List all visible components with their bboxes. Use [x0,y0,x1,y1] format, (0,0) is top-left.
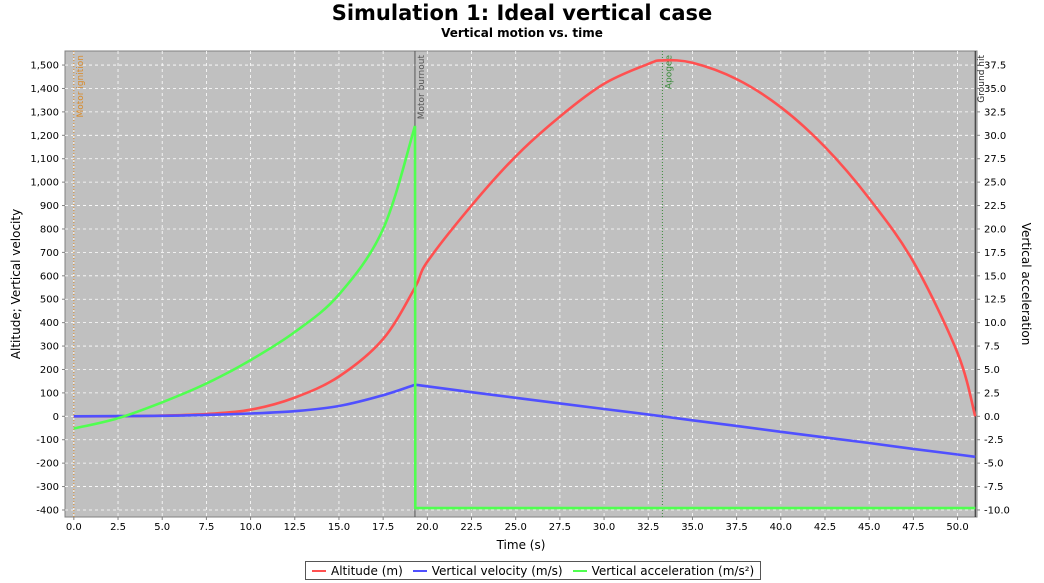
x-axis-label: Time (s) [496,538,546,552]
x-tick-label: 12.5 [284,522,306,533]
legend-swatch [312,569,326,572]
y-right-tick-label: 5.0 [984,365,1000,376]
y-right-tick-label: -10.0 [984,505,1010,516]
axes: 0.0 2.5 5.0 7.5 10.0 12.5 15.0 17.5 20.0 22.5 25.0… [30,61,1010,533]
y-left-tick-label: 1,400 [30,84,59,95]
x-tick-label: 15.0 [328,522,350,533]
y-right-tick-label: 7.5 [984,342,1000,353]
y-right-tick-label: 35.0 [984,84,1006,95]
x-tick-label: 5.0 [154,522,170,533]
chart-legend: Altitude (m) Vertical velocity (m/s) Verti… [305,561,762,580]
y-left-tick-label: 1,500 [30,61,59,72]
legend-item: Altitude (m) [312,564,403,578]
y-left-tick-label: 100 [40,388,59,399]
y-right-tick-label: -7.5 [984,482,1004,493]
chart-title: Simulation 1: Ideal vertical case [331,1,713,25]
legend-item: Vertical acceleration (m/s²) [572,563,755,578]
x-tick-label: 40.0 [770,522,792,533]
ground-hit-label: Ground hit [977,55,987,103]
y-left-tick-label: -400 [36,505,59,516]
y-left-tick-label: 700 [40,248,59,259]
series-line-altitude [73,58,977,418]
legend-label: Vertical acceleration (m/s²) [591,563,755,578]
y-right-tick-label: 12.5 [984,295,1006,306]
x-tick-label: 45.0 [858,522,880,533]
legend-item: Vertical velocity (m/s) [412,563,563,578]
y-left-tick-label: 1,300 [30,107,59,118]
y-left-tick-label: 200 [40,365,59,376]
motor-ignition-label: Motor ignition [76,55,86,118]
y-left-tick-label: 0 [53,412,59,423]
x-tick-label: 22.5 [460,522,482,533]
legend-swatch [412,569,427,572]
legend-label: Vertical velocity (m/s) [431,563,563,578]
x-tick-label: 30.0 [593,522,615,533]
x-tick-label: 10.0 [239,522,261,533]
x-tick-label: 0.0 [66,522,82,533]
y-right-tick-label: 22.5 [984,201,1006,212]
legend-swatch [572,569,587,572]
motor-burnout-label: Motor burnout [417,55,427,120]
y-left-tick-label: 300 [40,342,59,353]
x-tick-label: 20.0 [416,522,438,533]
y-right-tick-label: 32.5 [984,107,1006,118]
y-right-tick-label: 2.5 [984,388,1000,399]
x-tick-label: 25.0 [505,522,527,533]
y-axis-right-label: Vertical acceleration [1019,223,1033,346]
series-line-vertical-acceleration [73,125,976,510]
x-tick-label: 50.0 [946,522,968,533]
y-right-tick-label: 37.5 [984,61,1006,72]
x-tick-label: 42.5 [814,522,836,533]
y-right-tick-label: 20.0 [984,224,1006,235]
y-left-tick-label: 600 [40,271,59,282]
y-left-tick-label: -200 [36,459,59,470]
y-right-tick-label: -2.5 [984,435,1004,446]
y-axis-left-label: Altitude; Vertical velocity [9,209,23,359]
series-lines [73,58,977,510]
y-left-tick-label: 1,200 [30,131,59,142]
y-right-tick-label: 0.0 [984,412,1000,423]
x-tick-label: 27.5 [549,522,571,533]
y-left-tick-label: 900 [40,201,59,212]
x-tick-label: 7.5 [198,522,214,533]
x-tick-label: 17.5 [372,522,394,533]
x-tick-label: 47.5 [902,522,924,533]
chart-subtitle: Vertical motion vs. time [441,26,603,40]
y-right-tick-label: 15.0 [984,271,1006,282]
y-left-tick-label: 400 [40,318,59,329]
y-right-tick-label: 25.0 [984,178,1006,189]
x-tick-label: 2.5 [110,522,126,533]
legend-label: Altitude (m) [331,563,403,578]
x-tick-label: 37.5 [725,522,747,533]
y-left-tick-label: -100 [36,435,59,446]
y-right-tick-label: -5.0 [984,459,1004,470]
y-left-tick-label: 1,000 [30,178,59,189]
y-right-tick-label: 17.5 [984,248,1006,259]
y-right-tick-label: 30.0 [984,131,1006,142]
y-left-tick-label: 500 [40,295,59,306]
y-right-tick-label: 27.5 [984,154,1006,165]
x-tick-label: 32.5 [637,522,659,533]
y-left-tick-label: 800 [40,224,59,235]
plot-area [64,50,978,518]
y-left-tick-label: -300 [36,482,59,493]
x-tick-label: 35.0 [681,522,703,533]
y-right-tick-label: 10.0 [984,318,1006,329]
grid [65,51,977,517]
apogee-label: Apogee [664,55,674,90]
y-left-tick-label: 1,100 [30,154,59,165]
